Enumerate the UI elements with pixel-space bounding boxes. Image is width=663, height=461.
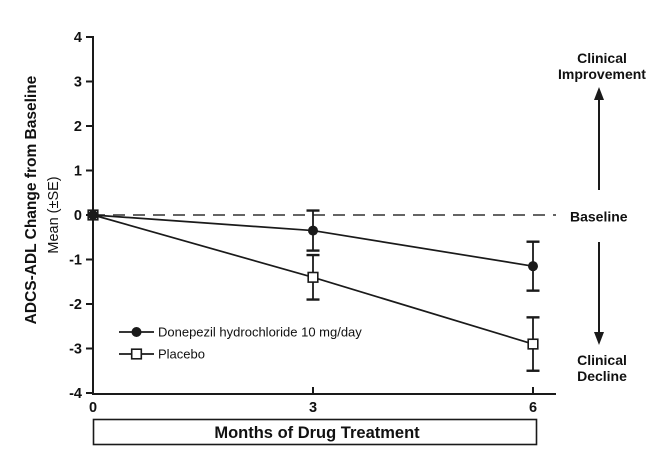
y-tick-label: -3 bbox=[69, 342, 82, 358]
legend-item-donepezil: Donepezil hydrochloride 10 mg/day bbox=[119, 325, 362, 340]
x-axis-label: Months of Drug Treatment bbox=[214, 424, 420, 442]
clinical-decline-label-line1: Clinical bbox=[577, 352, 627, 368]
x-axis-label-box bbox=[92, 418, 538, 446]
y-tick-label: -1 bbox=[69, 253, 82, 269]
y-tick-label: 3 bbox=[74, 75, 82, 91]
legend-label-donepezil: Donepezil hydrochloride 10 mg/day bbox=[158, 325, 362, 340]
y-tick-label: 1 bbox=[74, 164, 82, 180]
y-axis-subtitle: Mean (±SE) bbox=[46, 176, 62, 253]
filled-circle-icon bbox=[131, 327, 142, 337]
filled-circle-marker bbox=[308, 225, 318, 236]
y-tick-label: -2 bbox=[69, 297, 82, 313]
open-square-icon bbox=[130, 348, 143, 360]
decline-arrow-icon bbox=[594, 242, 604, 345]
legend-label-placebo: Placebo bbox=[158, 347, 205, 362]
legend: Donepezil hydrochloride 10 mg/day Placeb… bbox=[119, 325, 362, 362]
improvement-arrow-icon bbox=[594, 87, 604, 190]
filled-circle-marker bbox=[131, 327, 142, 337]
filled-circle-marker bbox=[88, 210, 98, 220]
open-square-marker bbox=[527, 338, 539, 350]
open-square-marker bbox=[130, 348, 143, 360]
legend-item-placebo: Placebo bbox=[119, 347, 205, 362]
clinical-improvement-label-line1: Clinical bbox=[577, 50, 627, 66]
data-series bbox=[87, 209, 540, 372]
y-tick-label: -4 bbox=[69, 386, 82, 402]
x-tick-label: 3 bbox=[309, 400, 317, 416]
y-tick-label: 4 bbox=[74, 30, 82, 46]
filled-circle-marker bbox=[528, 261, 538, 272]
clinical-decline-label-line2: Decline bbox=[577, 368, 627, 384]
baseline-label: Baseline bbox=[570, 209, 628, 225]
x-tick-label: 0 bbox=[89, 400, 97, 416]
open-square-marker bbox=[307, 271, 319, 283]
y-tick-label: 0 bbox=[74, 208, 82, 224]
clinical-improvement-label-line2: Improvement bbox=[558, 66, 646, 82]
y-axis-title: ADCS-ADL Change from Baseline bbox=[23, 75, 40, 324]
axes: 4 3 2 1 0 -1 -2 -3 -4 0 3 6 bbox=[69, 30, 556, 416]
x-tick-label: 6 bbox=[529, 400, 537, 416]
y-tick-label: 2 bbox=[74, 119, 82, 135]
